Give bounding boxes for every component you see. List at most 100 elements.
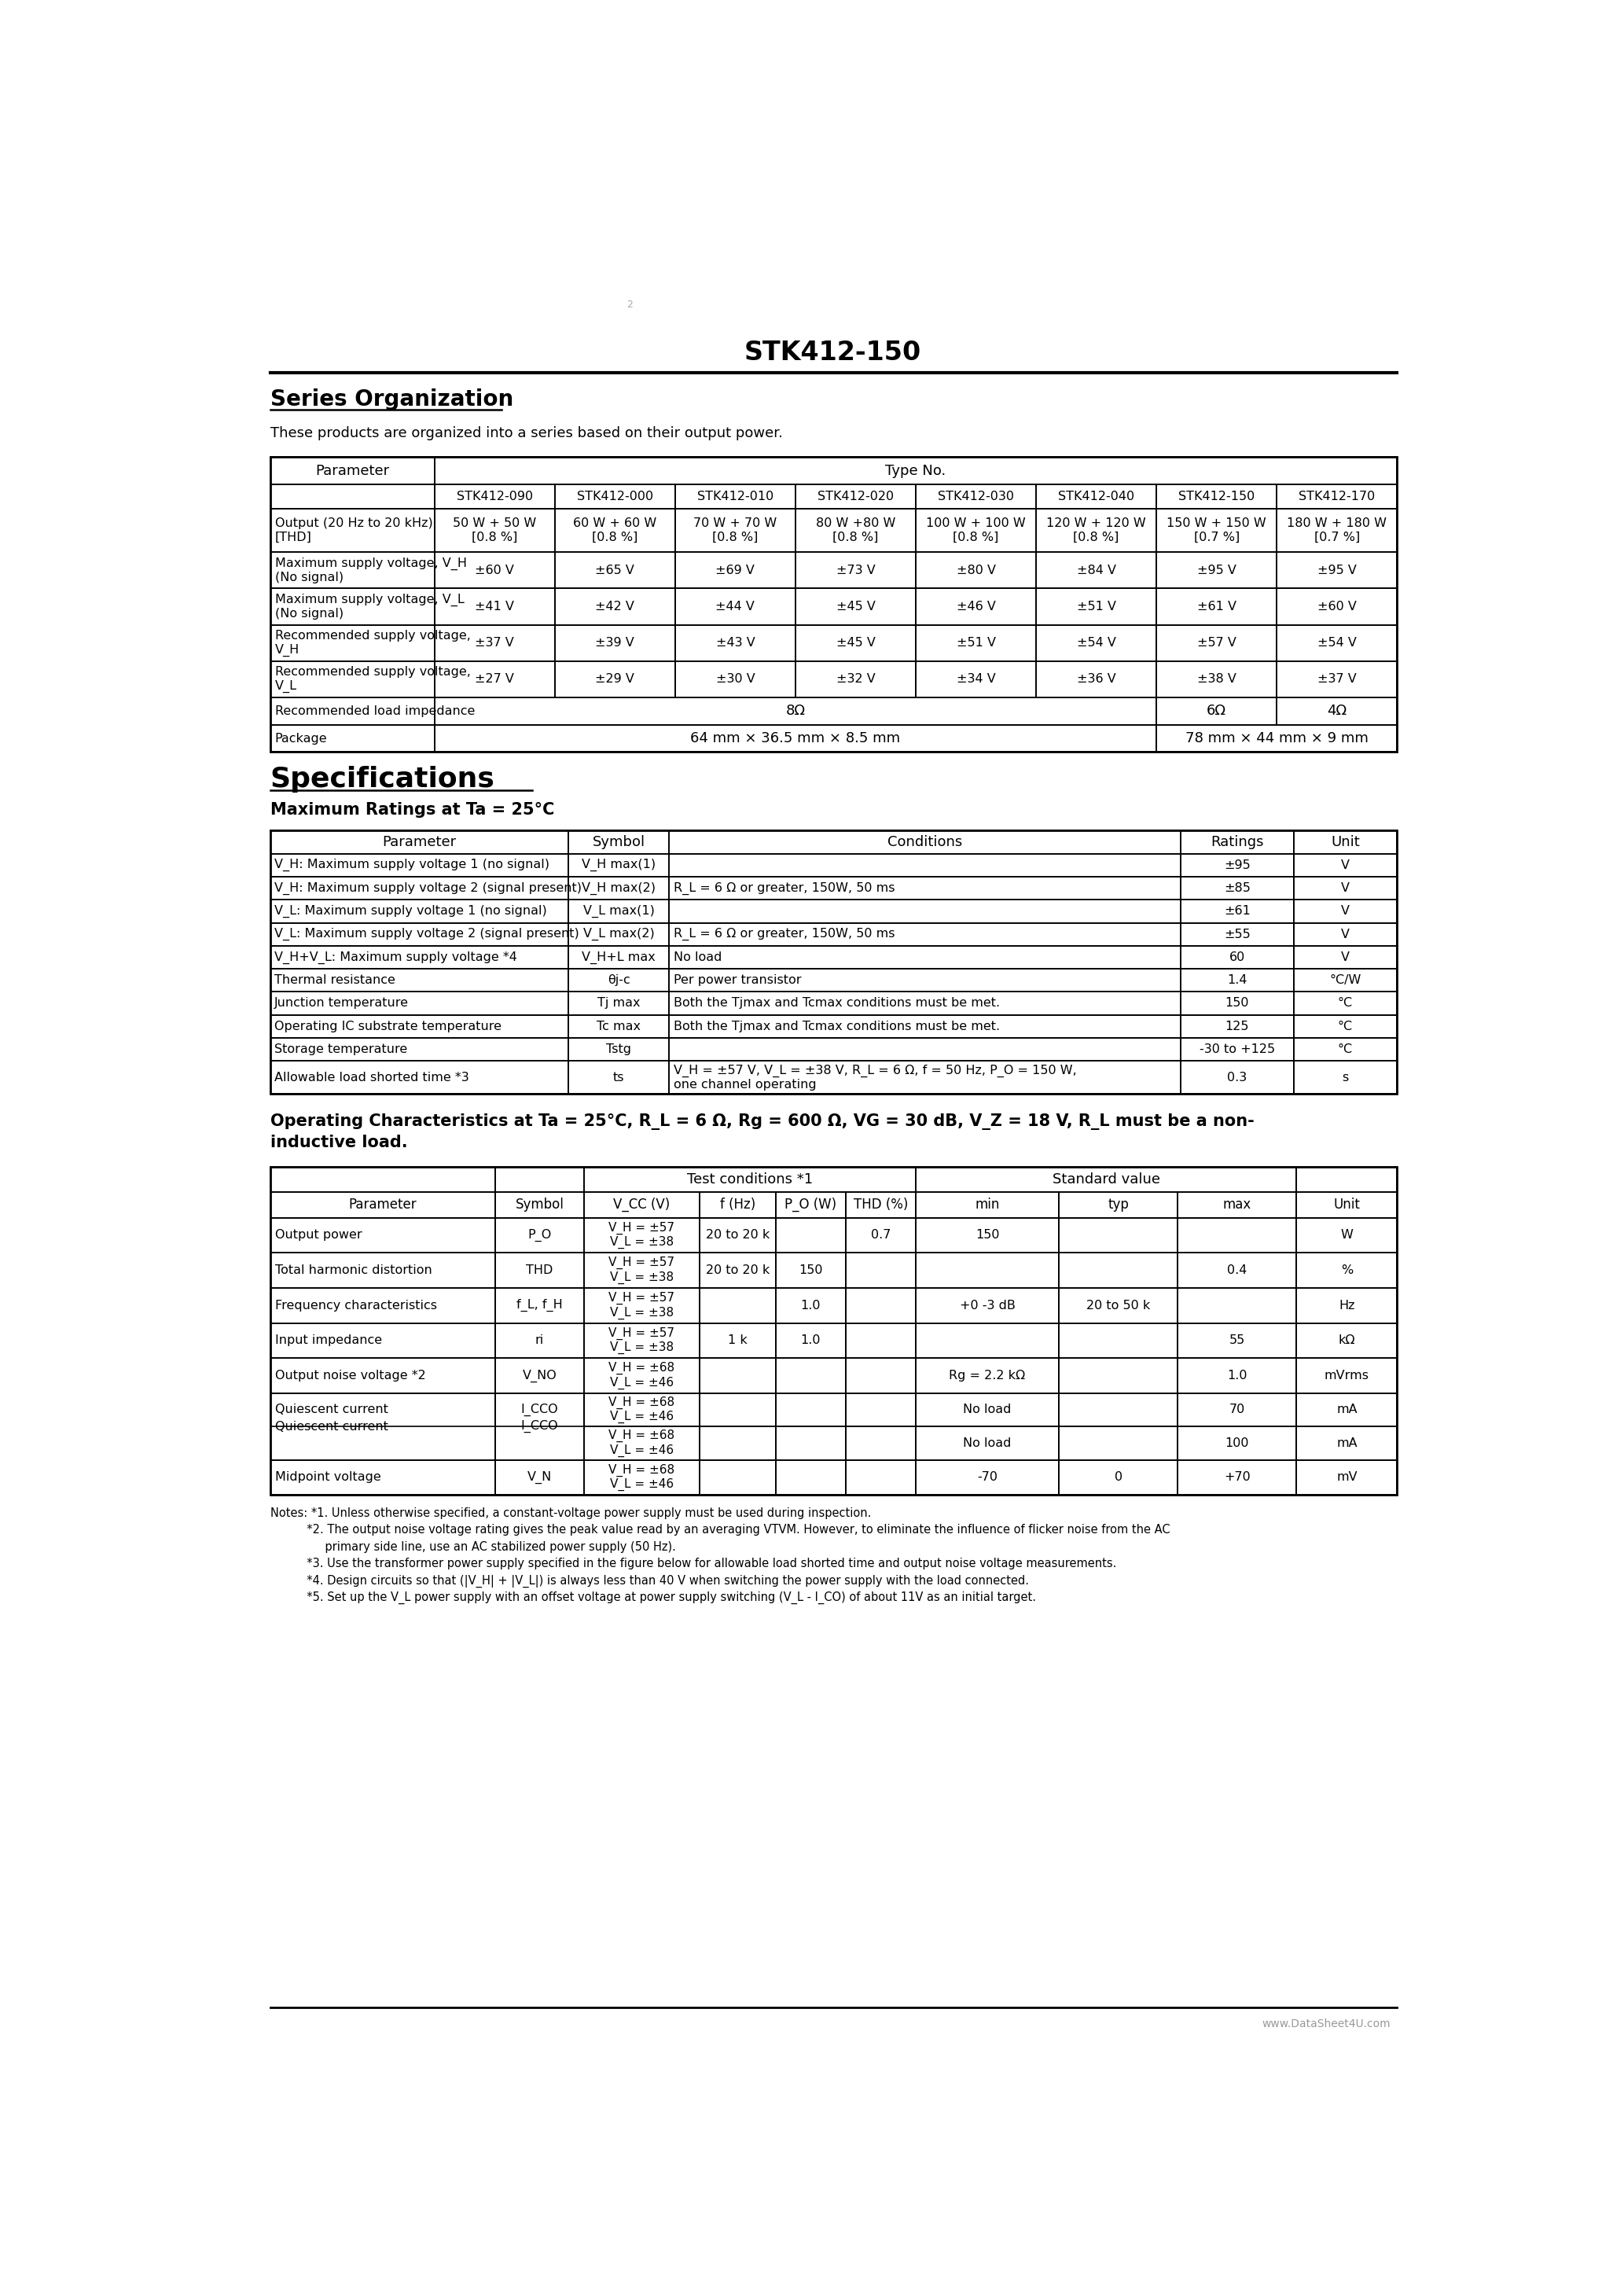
Text: Output power: Output power (274, 1228, 362, 1242)
Bar (270, 900, 568, 923)
Text: 8Ω: 8Ω (786, 705, 806, 719)
Bar (776, 1288, 846, 1322)
Bar (435, 510, 555, 553)
Text: %: % (1341, 1265, 1353, 1277)
Bar (916, 1357, 1059, 1394)
Bar (270, 484, 435, 510)
Text: V: V (1341, 859, 1350, 870)
Bar (1036, 588, 1156, 625)
Bar (435, 698, 1156, 726)
Bar (270, 1217, 495, 1254)
Text: 125: 125 (1224, 1019, 1249, 1033)
Bar (270, 661, 435, 698)
Text: 20 to 20 k: 20 to 20 k (706, 1228, 770, 1242)
Bar (568, 923, 669, 946)
Bar (568, 854, 669, 877)
Text: ±37 V: ±37 V (476, 636, 515, 650)
Bar (700, 1322, 776, 1357)
Text: 150: 150 (799, 1265, 823, 1277)
Text: 60: 60 (1229, 951, 1246, 962)
Bar (700, 1254, 776, 1288)
Text: Standard value: Standard value (1052, 1173, 1160, 1187)
Bar (583, 1394, 700, 1426)
Text: Both the Tjmax and Tcmax conditions must be met.: Both the Tjmax and Tcmax conditions must… (674, 996, 1000, 1010)
Bar (495, 1460, 583, 1495)
Bar (555, 661, 676, 698)
Bar (1036, 625, 1156, 661)
Bar (700, 1357, 776, 1394)
Text: Symbol: Symbol (593, 836, 645, 850)
Bar (916, 1322, 1059, 1357)
Text: Recommended supply voltage,
V_H: Recommended supply voltage, V_H (274, 629, 471, 657)
Text: V_L max(2): V_L max(2) (583, 928, 654, 941)
Text: Output noise voltage *2: Output noise voltage *2 (274, 1371, 425, 1382)
Bar (270, 1357, 495, 1394)
Text: Recommended supply voltage,
V_L: Recommended supply voltage, V_L (274, 666, 471, 693)
Text: ±45 V: ±45 V (836, 636, 875, 650)
Bar (1296, 1192, 1397, 1217)
Text: ±60 V: ±60 V (1317, 602, 1356, 613)
Bar (1296, 1254, 1397, 1288)
Bar (1177, 1426, 1296, 1460)
Text: ±51 V: ±51 V (1077, 602, 1116, 613)
Bar (435, 588, 555, 625)
Text: THD (%): THD (%) (854, 1199, 908, 1212)
Bar (270, 1322, 495, 1357)
Bar (495, 1394, 583, 1426)
Text: ±51 V: ±51 V (957, 636, 996, 650)
Bar (1177, 1394, 1296, 1426)
Text: ±46 V: ±46 V (957, 602, 996, 613)
Bar (1276, 484, 1397, 510)
Bar (583, 1288, 700, 1322)
Text: 150 W + 150 W
[0.7 %]: 150 W + 150 W [0.7 %] (1166, 517, 1267, 544)
Text: ±85: ±85 (1224, 882, 1250, 893)
Bar (846, 1217, 916, 1254)
Bar (796, 510, 916, 553)
Text: V: V (1341, 882, 1350, 893)
Bar (1276, 553, 1397, 588)
Text: P_O: P_O (528, 1228, 552, 1242)
Text: 150: 150 (976, 1228, 999, 1242)
Bar (1059, 1322, 1177, 1357)
Bar (1156, 726, 1397, 753)
Bar (555, 510, 676, 553)
Bar (1059, 1192, 1177, 1217)
Bar (1293, 900, 1397, 923)
Bar (435, 726, 1156, 753)
Bar (916, 1192, 1059, 1217)
Text: 55: 55 (1229, 1334, 1246, 1345)
Bar (1181, 992, 1293, 1015)
Text: 100 W + 100 W
[0.8 %]: 100 W + 100 W [0.8 %] (926, 517, 1026, 544)
Text: Notes: *1. Unless otherwise specified, a constant-voltage power supply must be u: Notes: *1. Unless otherwise specified, a… (270, 1506, 870, 1520)
Text: ri: ri (536, 1334, 544, 1345)
Text: Both the Tjmax and Tcmax conditions must be met.: Both the Tjmax and Tcmax conditions must… (674, 1019, 1000, 1033)
Bar (435, 457, 1397, 484)
Text: Test conditions *1: Test conditions *1 (687, 1173, 812, 1187)
Text: 50 W + 50 W
[0.8 %]: 50 W + 50 W [0.8 %] (453, 517, 536, 544)
Text: 0.7: 0.7 (870, 1228, 890, 1242)
Bar (1293, 877, 1397, 900)
Text: V_H = ±57
V_L = ±38: V_H = ±57 V_L = ±38 (609, 1327, 674, 1355)
Text: P_O (W): P_O (W) (784, 1199, 836, 1212)
Bar (700, 1192, 776, 1217)
Text: Operating Characteristics at Ta = 25°C, R_L = 6 Ω, Rg = 600 Ω, VG = 30 dB, V_Z =: Operating Characteristics at Ta = 25°C, … (270, 1114, 1254, 1130)
Bar (669, 1061, 1181, 1095)
Text: kΩ: kΩ (1338, 1334, 1356, 1345)
Bar (435, 484, 555, 510)
Text: 1.0: 1.0 (1228, 1371, 1247, 1382)
Text: V_L: Maximum supply voltage 2 (signal present): V_L: Maximum supply voltage 2 (signal pr… (274, 928, 580, 941)
Bar (916, 510, 1036, 553)
Text: V: V (1341, 928, 1350, 939)
Bar (555, 553, 676, 588)
Text: V_H = ±68
V_L = ±46: V_H = ±68 V_L = ±46 (609, 1396, 674, 1424)
Text: ±32 V: ±32 V (836, 673, 875, 684)
Bar (1276, 588, 1397, 625)
Text: f_L, f_H: f_L, f_H (516, 1300, 562, 1311)
Bar (846, 1322, 916, 1357)
Bar (916, 553, 1036, 588)
Bar (916, 1166, 1296, 1192)
Text: I_CCO: I_CCO (521, 1421, 559, 1433)
Text: Input impedance: Input impedance (274, 1334, 382, 1345)
Text: R_L = 6 Ω or greater, 150W, 50 ms: R_L = 6 Ω or greater, 150W, 50 ms (674, 882, 895, 895)
Text: ±95 V: ±95 V (1317, 565, 1356, 576)
